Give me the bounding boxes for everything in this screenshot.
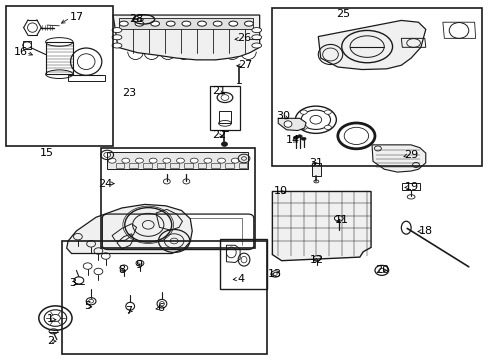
Bar: [225, 163, 234, 168]
Bar: [210, 86, 240, 130]
Ellipse shape: [294, 136, 298, 139]
Text: 7: 7: [125, 306, 132, 316]
Bar: [211, 163, 220, 168]
Bar: [219, 111, 231, 123]
Text: 18: 18: [419, 226, 433, 236]
Bar: [239, 163, 247, 168]
Bar: [5, 6, 113, 146]
Text: 26: 26: [237, 33, 251, 43]
Bar: [197, 163, 206, 168]
Text: 4: 4: [238, 274, 245, 284]
Bar: [184, 163, 193, 168]
Ellipse shape: [297, 135, 302, 138]
Ellipse shape: [300, 110, 307, 114]
Ellipse shape: [301, 137, 306, 140]
Text: 3: 3: [70, 278, 76, 288]
Ellipse shape: [231, 158, 239, 163]
Ellipse shape: [300, 125, 307, 130]
Ellipse shape: [324, 125, 331, 130]
Text: 15: 15: [40, 148, 54, 158]
Text: 1: 1: [47, 314, 54, 324]
Ellipse shape: [213, 21, 222, 26]
Bar: [119, 18, 253, 30]
Ellipse shape: [176, 158, 184, 163]
Ellipse shape: [190, 158, 198, 163]
Text: 21: 21: [213, 86, 227, 96]
Text: 30: 30: [276, 111, 290, 121]
Text: 5: 5: [84, 301, 91, 311]
Bar: [23, 41, 31, 49]
Ellipse shape: [221, 142, 227, 146]
Polygon shape: [318, 21, 426, 69]
Ellipse shape: [112, 43, 122, 48]
Ellipse shape: [120, 21, 128, 26]
Text: 2: 2: [47, 336, 54, 346]
Ellipse shape: [112, 35, 122, 40]
Bar: [68, 75, 105, 81]
Text: 13: 13: [269, 269, 282, 279]
Ellipse shape: [136, 158, 144, 163]
Text: 20: 20: [375, 265, 389, 275]
Text: 10: 10: [274, 186, 288, 197]
Text: 24: 24: [98, 179, 113, 189]
Text: 31: 31: [309, 158, 323, 168]
Ellipse shape: [112, 28, 122, 33]
Bar: [129, 163, 138, 168]
Bar: [143, 163, 152, 168]
Text: 25: 25: [336, 9, 350, 19]
Text: 6: 6: [157, 303, 165, 314]
Text: 23: 23: [122, 88, 136, 98]
Bar: [46, 42, 73, 74]
Ellipse shape: [135, 21, 144, 26]
Text: 27: 27: [238, 60, 252, 70]
Bar: [116, 163, 124, 168]
Text: 12: 12: [310, 255, 324, 265]
Bar: [157, 163, 165, 168]
Bar: [220, 239, 267, 289]
Ellipse shape: [229, 21, 238, 26]
Ellipse shape: [122, 158, 130, 163]
Ellipse shape: [252, 35, 262, 40]
Bar: [170, 163, 179, 168]
Ellipse shape: [324, 110, 331, 114]
Text: 22: 22: [213, 130, 227, 140]
Ellipse shape: [163, 158, 171, 163]
Ellipse shape: [218, 158, 225, 163]
Ellipse shape: [252, 28, 262, 33]
Bar: [101, 148, 255, 248]
Bar: [272, 8, 482, 166]
Ellipse shape: [182, 21, 191, 26]
Polygon shape: [372, 145, 426, 172]
Polygon shape: [113, 15, 260, 60]
Polygon shape: [272, 192, 371, 261]
Text: 16: 16: [14, 46, 28, 57]
Ellipse shape: [284, 121, 292, 127]
Ellipse shape: [197, 21, 206, 26]
Text: 28: 28: [129, 14, 144, 24]
Polygon shape: [278, 118, 306, 131]
Ellipse shape: [252, 43, 262, 48]
Text: 29: 29: [404, 150, 418, 160]
Ellipse shape: [245, 21, 253, 26]
Text: 17: 17: [70, 12, 83, 22]
Bar: [402, 183, 420, 190]
Polygon shape: [67, 204, 192, 253]
Polygon shape: [313, 163, 321, 176]
Ellipse shape: [166, 21, 175, 26]
Ellipse shape: [108, 158, 116, 163]
Text: 9: 9: [135, 260, 142, 270]
Text: 19: 19: [405, 182, 419, 192]
Bar: [107, 152, 248, 169]
Ellipse shape: [204, 158, 212, 163]
Bar: [62, 241, 267, 354]
Ellipse shape: [151, 21, 159, 26]
Text: 14: 14: [286, 135, 300, 145]
Text: 8: 8: [118, 265, 125, 275]
Ellipse shape: [149, 158, 157, 163]
Text: 11: 11: [335, 215, 349, 225]
